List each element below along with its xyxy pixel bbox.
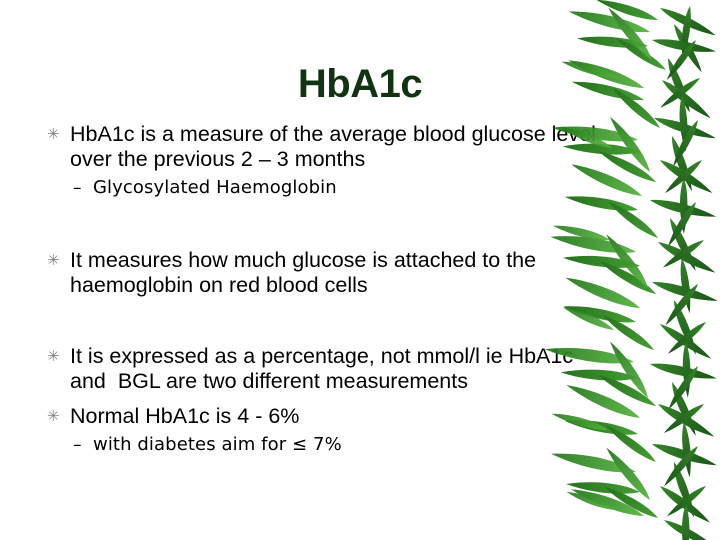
asterisk-bullet-icon: ✳ [47,408,60,425]
asterisk-bullet-icon: ✳ [47,126,60,143]
bullet-text-2: It measures how much glucose is attached… [70,248,543,297]
slide-body: ✳ HbA1c is a measure of the average bloo… [44,122,604,457]
asterisk-bullet-icon: ✳ [47,348,60,365]
bullet-item-1: ✳ HbA1c is a measure of the average bloo… [44,122,604,172]
asterisk-bullet-icon: ✳ [47,252,60,269]
bullet-item-3: ✳ It is expressed as a percentage, not m… [44,344,604,394]
sub-bullet-item-1-1: – Glycosylated Haemoglobin [73,176,604,200]
sub-bullet-item-4-1: – with diabetes aim for ≤ 7% [73,433,604,457]
page-title: HbA1c [297,62,423,106]
spacer [44,394,604,404]
bullet-item-4: ✳ Normal HbA1c is 4 - 6% [44,404,604,429]
dash-bullet-icon: – [73,435,82,455]
dash-bullet-icon: – [73,178,82,198]
sub-bullet-text-1-1: Glycosylated Haemoglobin [93,177,337,198]
spacer [44,298,604,344]
bullet-text-4: Normal HbA1c is 4 - 6% [70,404,300,428]
sub-bullet-text-4-1: with diabetes aim for ≤ 7% [93,434,342,455]
bullet-text-3: It is expressed as a percentage, not mmo… [70,344,580,393]
bullet-text-1: HbA1c is a measure of the average blood … [70,122,602,171]
spacer [44,200,604,248]
bullet-item-2: ✳ It measures how much glucose is attach… [44,248,604,298]
